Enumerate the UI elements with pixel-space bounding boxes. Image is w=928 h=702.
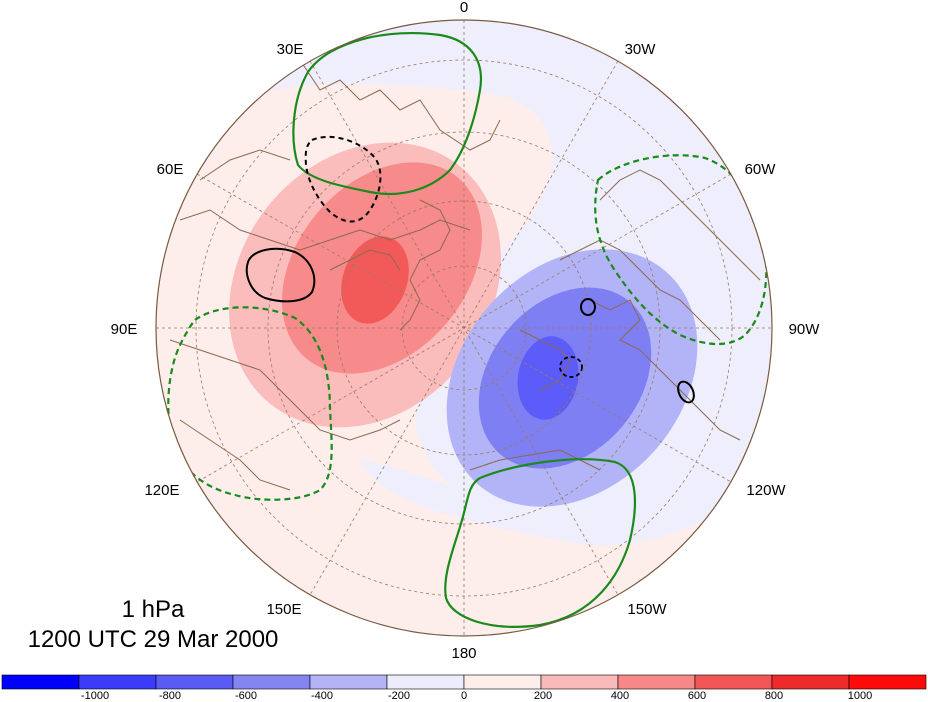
lon-label-90w: 90W [789, 321, 821, 338]
colorbar-label: 1000 [848, 690, 872, 702]
colorbar-swatch [232, 674, 311, 690]
colorbar-label: -200 [388, 690, 410, 702]
colorbar-label: 400 [611, 690, 629, 702]
colorbar-swatch [848, 674, 927, 690]
colorbar-swatch [1, 674, 80, 690]
time-label: 1200 UTC 29 Mar 2000 [28, 626, 279, 653]
black-solid-contour-small-1 [580, 298, 596, 316]
colorbar-label: -600 [235, 690, 257, 702]
colorbar-swatch [155, 674, 234, 690]
colorbar-label: -1000 [81, 690, 109, 702]
colorbar [1, 674, 927, 690]
green-solid-contour-north [292, 32, 483, 196]
negative-anomaly-600-800 [517, 336, 579, 420]
colorbar-label: -400 [311, 690, 333, 702]
lon-label-120w: 120W [746, 482, 786, 499]
colorbar-label: 200 [534, 690, 552, 702]
lon-label-120e: 120E [144, 482, 179, 499]
black-dashed-contour [304, 135, 382, 223]
map-boundary [155, 19, 773, 637]
longitude-labels: 0 30W 60W 90W 120W 150W 180 150E 120E 90… [111, 0, 821, 662]
lon-label-90e: 90E [111, 321, 138, 338]
colorbar-swatch [771, 674, 850, 690]
colorbar-swatch [617, 674, 696, 690]
colorbar-labels: -1000 -800 -600 -400 -200 0 200 400 600 … [81, 690, 872, 702]
colorbar-label: 600 [688, 690, 706, 702]
colorbar-swatch [386, 674, 465, 690]
lon-label-60e: 60E [157, 161, 184, 178]
longitude-lines [156, 20, 772, 636]
lon-label-0: 0 [460, 0, 468, 16]
colorbar-swatch [540, 674, 619, 690]
lon-label-150w: 150W [627, 601, 667, 618]
coastlines [169, 59, 761, 491]
black-solid-contour [245, 247, 316, 303]
black-solid-contour-small-2 [677, 380, 695, 404]
green-dashed-contour-east [594, 154, 768, 346]
colorbar-swatch [463, 674, 542, 690]
colorbar-label: -800 [159, 690, 181, 702]
negative-anomaly-0-200 [360, 420, 772, 546]
level-label: 1 hPa [122, 596, 185, 623]
black-dashed-contour-small [559, 356, 583, 378]
lon-label-180: 180 [451, 645, 476, 662]
lon-label-30w: 30W [625, 41, 657, 58]
colorbar-swatch [78, 674, 157, 690]
colorbar-label: 0 [461, 690, 467, 702]
lon-label-60w: 60W [745, 161, 777, 178]
lon-label-150e: 150E [266, 601, 301, 618]
colorbar-swatch [309, 674, 388, 690]
lon-label-30e: 30E [277, 41, 304, 58]
colorbar-swatch [694, 674, 773, 690]
green-dashed-contour-west [167, 306, 333, 501]
map-disk [156, 20, 772, 636]
colorbar-label: 800 [765, 690, 783, 702]
green-solid-contour-south [444, 458, 637, 628]
